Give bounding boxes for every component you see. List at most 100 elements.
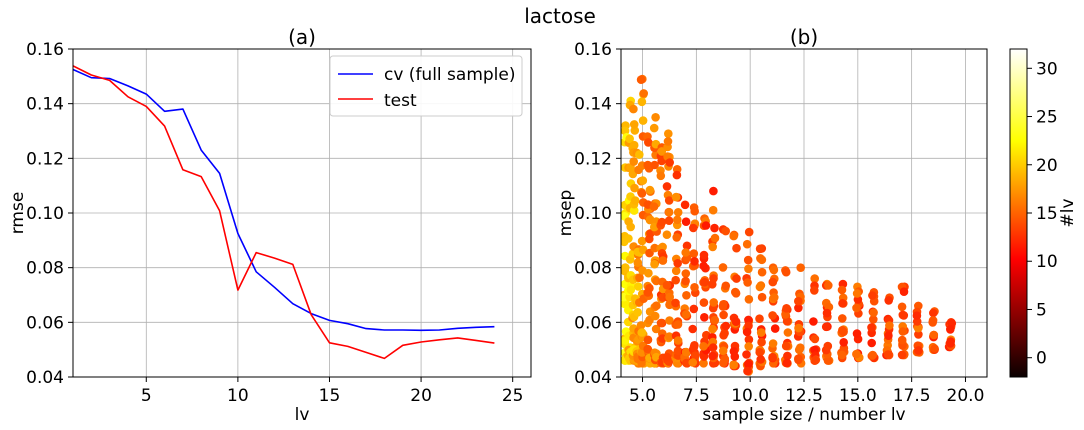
scatter-point: [688, 324, 697, 334]
scatter-point: [756, 355, 765, 364]
scatter-point: [744, 227, 754, 237]
scatter-point: [838, 314, 847, 323]
scatter-point: [662, 182, 672, 191]
scatter-point: [643, 344, 652, 354]
scatter-point: [823, 341, 833, 351]
scatter-point: [768, 339, 778, 348]
scatter-point: [914, 330, 923, 339]
scatter-point: [650, 259, 659, 269]
scatter-point: [621, 126, 630, 136]
scatter-point: [742, 327, 752, 337]
scatter-point: [662, 230, 672, 239]
scatter-point: [730, 352, 740, 361]
panel-a-ytick-label: 0.04: [26, 368, 64, 388]
scatter-point: [755, 348, 764, 357]
scatter-point: [731, 317, 741, 327]
scatter-point: [708, 351, 717, 361]
scatter-point: [681, 248, 690, 257]
scatter-point: [811, 355, 820, 365]
scatter-point: [657, 217, 667, 227]
panel-a-xtick-label: 5: [141, 386, 152, 406]
scatter-point: [638, 176, 648, 185]
panel-a-title: (a): [288, 25, 316, 49]
panel-b-xtick-label: 12.5: [785, 386, 823, 406]
colorbar-tick-label: 5: [1036, 300, 1047, 320]
panel-a-xtick-label: 25: [502, 386, 524, 406]
panel-a-ytick-label: 0.08: [26, 259, 64, 279]
scatter-point: [638, 245, 648, 254]
panel-b-ytick-label: 0.10: [574, 204, 612, 224]
colorbar-gradient: [1009, 48, 1028, 378]
scatter-point: [643, 335, 653, 345]
scatter-point: [783, 328, 793, 337]
panel-a-ytick-label: 0.12: [26, 149, 64, 169]
panel-b-xtick-label: 5.0: [629, 386, 656, 406]
panel-b-xtick-label: 15.0: [839, 386, 877, 406]
scatter-point: [708, 324, 717, 334]
scatter-point: [681, 347, 691, 357]
scatter-point: [699, 261, 708, 271]
scatter-point: [626, 285, 636, 295]
scatter-point: [645, 185, 655, 195]
scatter-point: [732, 243, 741, 253]
scatter-point: [852, 349, 861, 359]
panel-a-xtick-label: 20: [410, 386, 432, 406]
scatter-point: [649, 202, 659, 211]
scatter-point: [700, 277, 709, 287]
scatter-point: [731, 287, 740, 297]
scatter-point: [914, 346, 923, 355]
scatter-point: [673, 336, 683, 345]
scatter-point: [744, 295, 754, 304]
scatter-point: [699, 342, 708, 351]
scatter-point: [682, 241, 692, 251]
panel-b-ytick-label: 0.04: [574, 368, 612, 388]
scatter-point: [839, 338, 848, 347]
panel-a-xtick-label: 15: [319, 386, 341, 406]
scatter-point: [782, 358, 792, 368]
scatter-point: [643, 160, 653, 170]
scatter-point: [810, 334, 820, 344]
scatter-point: [783, 351, 792, 361]
scatter-point: [657, 156, 666, 166]
scatter-point: [651, 113, 660, 122]
legend-box: [329, 55, 523, 117]
panel-b-points: [621, 74, 957, 376]
scatter-point: [652, 301, 661, 311]
scatter-point: [625, 134, 634, 144]
colorbar-tick-label: 0: [1036, 349, 1047, 369]
panel-a-ytick-label: 0.10: [26, 204, 64, 224]
scatter-point: [633, 258, 643, 268]
scatter-point: [658, 242, 667, 252]
scatter-point: [744, 264, 753, 274]
scatter-point: [794, 354, 803, 364]
scatter-point: [928, 318, 937, 327]
scatter-point: [822, 308, 832, 318]
scatter-point: [897, 335, 907, 345]
scatter-point: [912, 311, 922, 321]
scatter-point: [662, 352, 672, 362]
scatter-point: [658, 256, 668, 265]
scatter-point: [638, 116, 648, 125]
scatter-point: [671, 298, 680, 308]
scatter-point: [782, 317, 792, 326]
scatter-point: [755, 282, 765, 292]
scatter-point: [852, 329, 862, 338]
scatter-point: [709, 298, 718, 307]
panel-b-ytick-label: 0.16: [574, 40, 612, 60]
scatter-point: [794, 303, 803, 313]
panel-a-ylabel: rmse: [8, 192, 28, 235]
scatter-point: [699, 359, 708, 368]
scatter-point: [718, 263, 728, 272]
scatter-point: [868, 350, 877, 360]
scatter-point: [757, 267, 767, 277]
scatter-point: [782, 304, 791, 313]
scatter-point: [796, 263, 805, 273]
scatter-point: [946, 339, 955, 348]
scatter-point: [769, 265, 779, 275]
scatter-point: [651, 324, 661, 334]
colorbar-tick-label: 15: [1036, 204, 1058, 224]
scatter-point: [682, 291, 691, 300]
scatter-point: [689, 223, 698, 233]
scatter-point: [672, 170, 682, 180]
scatter-point: [682, 358, 691, 368]
